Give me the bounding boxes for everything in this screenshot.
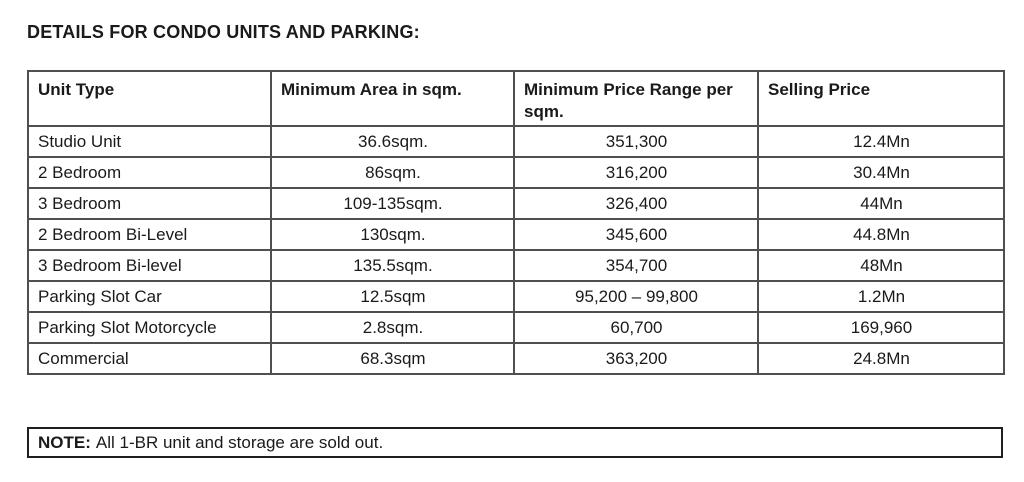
value-cell: 44.8Mn [757,218,1005,251]
value-cell: 68.3sqm [270,342,515,375]
header-row: Unit Type Minimum Area in sqm. Minimum Pri… [27,70,1005,127]
table-row: Studio Unit 36.6sqm. 351,300 12.4Mn [27,125,1005,158]
table-row: 3 Bedroom Bi-level 135.5sqm. 354,700 48Mn [27,249,1005,282]
value-cell: 326,400 [513,187,759,220]
unit-type-cell: Parking Slot Motorcycle [27,311,272,344]
value-cell: 345,600 [513,218,759,251]
unit-type-cell: 3 Bedroom [27,187,272,220]
table-header: Unit Type Minimum Area in sqm. Minimum Pri… [27,70,1005,127]
value-cell: 1.2Mn [757,280,1005,313]
value-cell: 48Mn [757,249,1005,282]
value-cell: 86sqm. [270,156,515,189]
value-cell: 44Mn [757,187,1005,220]
table-row: 2 Bedroom Bi-Level 130sqm. 345,600 44.8Mn [27,218,1005,251]
value-cell: 351,300 [513,125,759,158]
value-cell: 60,700 [513,311,759,344]
table-body: Studio Unit 36.6sqm. 351,300 12.4Mn 2 Bedroo… [27,125,1005,375]
note-text: All 1-BR unit and storage are sold out. [95,432,384,452]
value-cell: 354,700 [513,249,759,282]
unit-type-cell: 2 Bedroom [27,156,272,189]
unit-type-cell: Commercial [27,342,272,375]
column-header: Minimum Area in sqm. [270,70,515,127]
value-cell: 24.8Mn [757,342,1005,375]
unit-type-cell: Parking Slot Car [27,280,272,313]
value-cell: 316,200 [513,156,759,189]
table-row: Parking Slot Car 12.5sqm 95,200 – 99,800 1.… [27,280,1005,313]
column-header: Unit Type [27,70,272,127]
value-cell: 95,200 – 99,800 [513,280,759,313]
page-title: DETAILS FOR CONDO UNITS AND PARKING: [27,22,420,42]
table-row: Parking Slot Motorcycle 2.8sqm. 60,700 169,… [27,311,1005,344]
column-header: Selling Price [757,70,1005,127]
value-cell: 12.5sqm [270,280,515,313]
column-header: Minimum Price Range per sqm. [513,70,759,127]
unit-type-cell: 2 Bedroom Bi-Level [27,218,272,251]
unit-type-cell: 3 Bedroom Bi-level [27,249,272,282]
value-cell: 135.5sqm. [270,249,515,282]
value-cell: 12.4Mn [757,125,1005,158]
value-cell: 130sqm. [270,218,515,251]
unit-type-cell: Studio Unit [27,125,272,158]
table-row: Commercial 68.3sqm 363,200 24.8Mn [27,342,1005,375]
note-box: NOTE: All 1-BR unit and storage are sold… [27,427,1003,458]
table-row: 3 Bedroom 109-135sqm. 326,400 44Mn [27,187,1005,220]
value-cell: 109-135sqm. [270,187,515,220]
value-cell: 36.6sqm. [270,125,515,158]
value-cell: 169,960 [757,311,1005,344]
note-label: NOTE: [38,432,91,452]
value-cell: 2.8sqm. [270,311,515,344]
condo-details-table: Unit Type Minimum Area in sqm. Minimum Pri… [27,70,1005,375]
value-cell: 30.4Mn [757,156,1005,189]
value-cell: 363,200 [513,342,759,375]
table-row: 2 Bedroom 86sqm. 316,200 30.4Mn [27,156,1005,189]
